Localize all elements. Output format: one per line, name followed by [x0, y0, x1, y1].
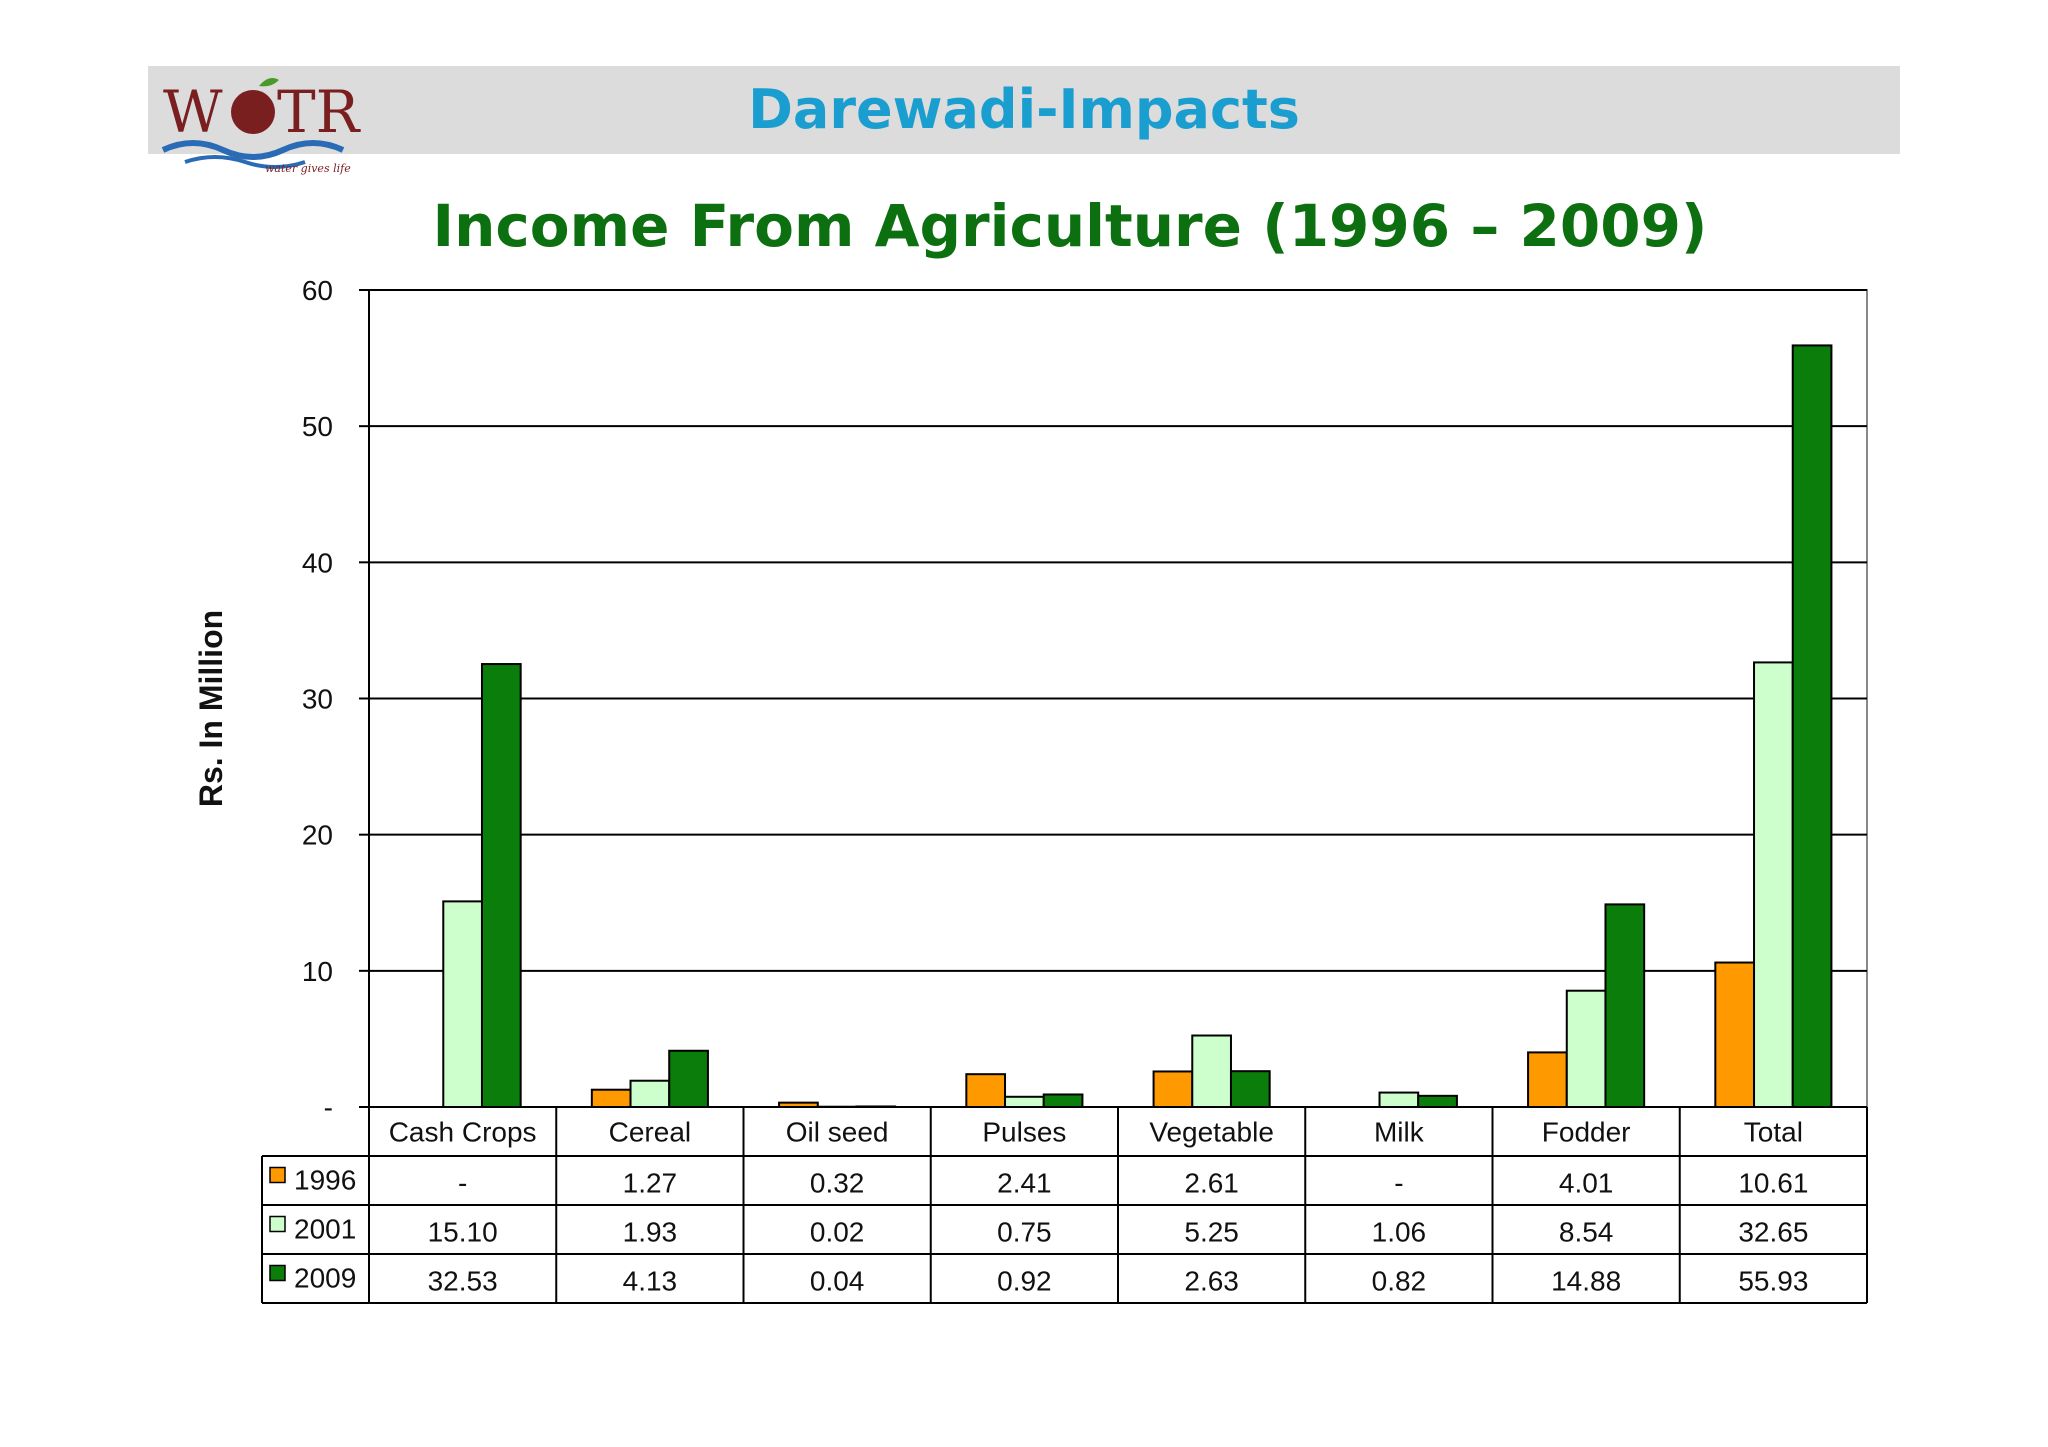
bar-2001-cereal: [629, 1079, 671, 1109]
category-label: Vegetable: [1149, 1117, 1274, 1148]
y-tick-label: 40: [302, 547, 333, 578]
data-label: 0.82: [1372, 1266, 1427, 1297]
bar-1996-cereal: [590, 1088, 632, 1108]
data-label: 55.93: [1738, 1266, 1808, 1297]
data-label: 0.92: [997, 1266, 1052, 1297]
legend-label-2001: 2001: [294, 1214, 356, 1245]
logo-wave-icon: [161, 140, 345, 160]
data-label: 2.61: [1184, 1168, 1239, 1199]
data-label: 8.54: [1559, 1217, 1614, 1248]
category-label: Cereal: [609, 1117, 691, 1148]
y-tick-label: 50: [302, 411, 333, 442]
data-label: 32.65: [1738, 1217, 1808, 1248]
data-label: 4.13: [623, 1266, 678, 1297]
data-label: -: [1394, 1168, 1403, 1199]
category-label: Fodder: [1542, 1117, 1631, 1148]
data-label: 0.02: [810, 1217, 865, 1248]
data-label: 14.88: [1551, 1266, 1621, 1297]
bar-2009-vegetable: [1229, 1070, 1271, 1108]
logo-tagline: water gives life: [265, 162, 351, 175]
legend-key-1996: [269, 1166, 286, 1184]
logo-drop-icon: [231, 90, 275, 134]
category-label: Pulses: [982, 1117, 1066, 1148]
data-label: -: [458, 1168, 467, 1199]
category-label: Oil seed: [786, 1117, 889, 1148]
bar-2009-fodder: [1604, 903, 1646, 1108]
chart-title: Income From Agriculture (1996 – 2009): [432, 192, 1708, 260]
bar-2001-vegetable: [1191, 1034, 1232, 1108]
bar-1996-vegetable: [1152, 1070, 1194, 1108]
data-label: 5.25: [1184, 1217, 1239, 1248]
category-label: Milk: [1374, 1117, 1425, 1148]
bar-2001-total: [1753, 661, 1794, 1108]
legend-label-1996: 1996: [294, 1165, 356, 1196]
y-tick-label: 10: [302, 956, 333, 987]
data-label: 2.63: [1184, 1266, 1239, 1297]
category-label: Total: [1744, 1117, 1803, 1148]
wotr-logo: W TR water gives life: [161, 78, 362, 175]
bar-1996-total: [1714, 961, 1756, 1108]
y-tick-label: -: [324, 1092, 333, 1123]
legend-label-2009: 2009: [294, 1263, 356, 1294]
data-label: 15.10: [428, 1217, 498, 1248]
data-label: 0.04: [810, 1266, 865, 1297]
bar-2009-cash-crops: [480, 663, 522, 1108]
bar-2009-pulses: [1042, 1093, 1084, 1108]
data-label: 2.41: [997, 1168, 1052, 1199]
slide-title: Darewadi-Impacts: [748, 78, 1300, 141]
svg-text:TR: TR: [277, 78, 362, 146]
bar-1996-pulses: [965, 1073, 1007, 1109]
legend-key-2009: [269, 1264, 286, 1282]
bar-2001-pulses: [1004, 1095, 1045, 1108]
data-label: 1.27: [623, 1168, 678, 1199]
category-label: Cash Crops: [389, 1117, 537, 1148]
data-label: 4.01: [1559, 1168, 1614, 1199]
bar-2001-milk: [1378, 1091, 1420, 1108]
y-axis-label: Rs. In Million: [193, 610, 229, 807]
leaf-icon: [259, 78, 279, 87]
data-label: 1.93: [623, 1217, 678, 1248]
bar-2001-fodder: [1565, 989, 1607, 1109]
data-label: 32.53: [428, 1266, 498, 1297]
legend-key-2001: [269, 1215, 286, 1233]
header-banner: [148, 66, 1900, 154]
data-label: 1.06: [1372, 1217, 1427, 1248]
data-label: 10.61: [1738, 1168, 1808, 1199]
y-tick-label: 20: [302, 820, 333, 851]
data-label: 0.32: [810, 1168, 865, 1199]
bar-1996-fodder: [1527, 1051, 1568, 1109]
bar-2009-cereal: [668, 1049, 709, 1109]
y-tick-label: 30: [302, 684, 333, 715]
y-tick-label: 60: [302, 275, 333, 306]
data-label: 0.75: [997, 1217, 1052, 1248]
logo-text: W: [163, 78, 223, 146]
bar-2009-milk: [1417, 1094, 1458, 1109]
bar-2001-cash-crops: [442, 900, 483, 1108]
bar-2009-total: [1791, 344, 1833, 1108]
